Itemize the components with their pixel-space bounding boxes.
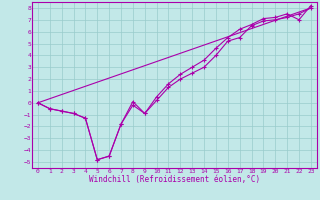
X-axis label: Windchill (Refroidissement éolien,°C): Windchill (Refroidissement éolien,°C) [89, 175, 260, 184]
